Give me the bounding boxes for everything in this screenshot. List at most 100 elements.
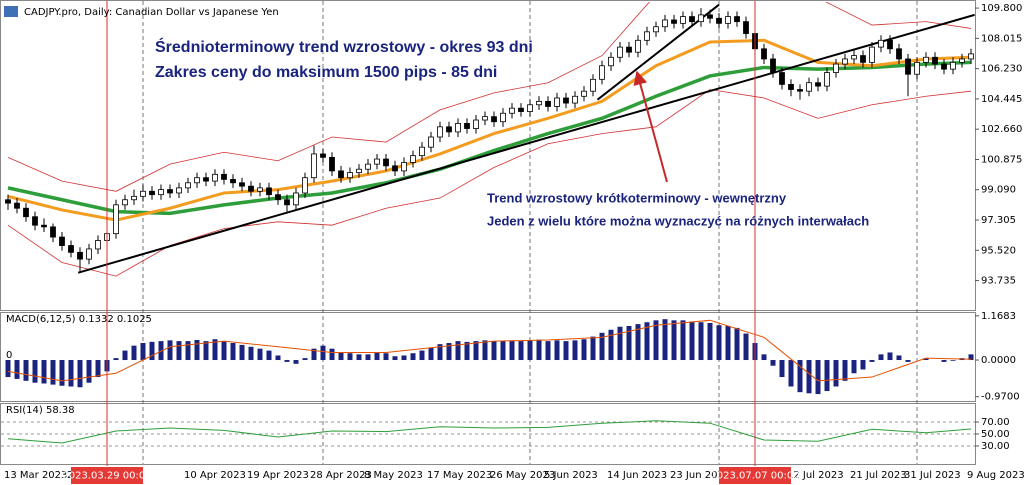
candle-body [410,155,416,163]
candle-body [905,58,911,75]
macd-bar [302,358,308,361]
macd-bar [95,360,101,378]
macd-bar [581,339,587,361]
macd-bar [230,343,236,361]
candle-body [95,240,101,250]
x-tick-label: 23 Jun 2023 [670,470,730,481]
y-tick-label: 97.305 [981,215,1016,226]
candle-body [671,19,677,24]
macd-bar [860,360,866,370]
annotation: Jeden z wielu które można wyznaczyć na r… [487,213,869,228]
candle-body [320,153,326,158]
macd-signal [7,319,972,382]
candle-body [68,245,74,253]
candle-body [743,21,749,34]
macd-bar [590,336,596,361]
candle-body [734,16,740,23]
macd-bar [356,354,362,361]
candle-body [86,248,92,260]
candle-body [572,95,578,104]
candle-body [149,190,155,196]
candle-body [113,204,119,235]
macd-bar [419,350,425,361]
macd-bar [563,341,569,361]
macd-bar [671,320,677,361]
rsi-line [7,420,972,444]
candle-body [32,216,38,226]
macd-bar [536,339,542,361]
candle-body [311,153,317,179]
macd-bar [554,340,560,361]
macd-bar [392,356,398,361]
macd-bar [662,319,668,361]
candle-body [293,192,299,206]
candle-body [707,14,713,19]
macd-bar [518,341,524,361]
macd-bar [950,360,956,361]
x-tick-label: 28 Apr 2023 [310,470,372,481]
candle-body [374,158,380,165]
macd-bar [410,353,416,361]
macd-bar [320,345,326,361]
candle-body [914,61,920,75]
candle-body [689,16,695,23]
macd-bar [896,355,902,361]
y-tick-label: 95.520 [981,245,1016,256]
macd-bar [275,355,281,361]
y-tick-label: 102.660 [981,124,1022,135]
y-tick-label: -0.9700 [981,392,1020,403]
candle-body [257,187,263,192]
y-tick-label: 104.445 [981,94,1022,105]
macd-bar [41,360,47,384]
macd-bar [185,341,191,361]
candle-body [230,178,236,184]
symbol-icon [4,6,18,17]
macd-bar [329,348,335,361]
candle-body [527,104,533,112]
y-tick-label: 30.00 [981,441,1010,452]
macd-bar [869,360,875,362]
candle-body [680,16,686,24]
candle-body [185,182,191,189]
candle-body [923,56,929,63]
marker-box [719,467,791,484]
macd-bar [5,360,11,378]
macd-bar [482,340,488,361]
candle-body [194,177,200,184]
macd-bar [464,341,470,361]
candle-body [59,236,65,246]
candle-body [338,170,344,179]
candle-body [302,177,308,194]
macd-bar [527,340,533,361]
candle-body [644,31,650,41]
candle-body [383,158,389,167]
x-tick-label: 5 Jun 2023 [544,470,598,481]
macd-bar [203,341,209,361]
candle-body [545,100,551,107]
x-tick-label: 10 Apr 2023 [184,470,246,481]
candle-body [131,195,137,201]
candle-body [392,165,398,172]
candle-body [635,39,641,53]
macd-bar [698,322,704,361]
macd-bar [311,348,317,361]
macd-bar [599,332,605,361]
macd-bar [239,344,245,361]
candle-body [716,17,722,24]
candle-body [464,123,470,129]
candle-body [797,89,803,92]
candle-body [968,53,974,60]
macd-bar [500,341,506,361]
candle-body [932,56,938,65]
x-tick-label: 8 May 2023 [364,470,423,481]
candle-body [851,55,857,60]
candle-body [959,58,965,63]
macd-bar [545,341,551,361]
candle-body [176,187,182,194]
candle-body [212,173,218,182]
macd-bar [842,360,848,381]
macd-bar [905,360,911,362]
macd-bar [383,353,389,361]
candle-body [491,116,497,123]
